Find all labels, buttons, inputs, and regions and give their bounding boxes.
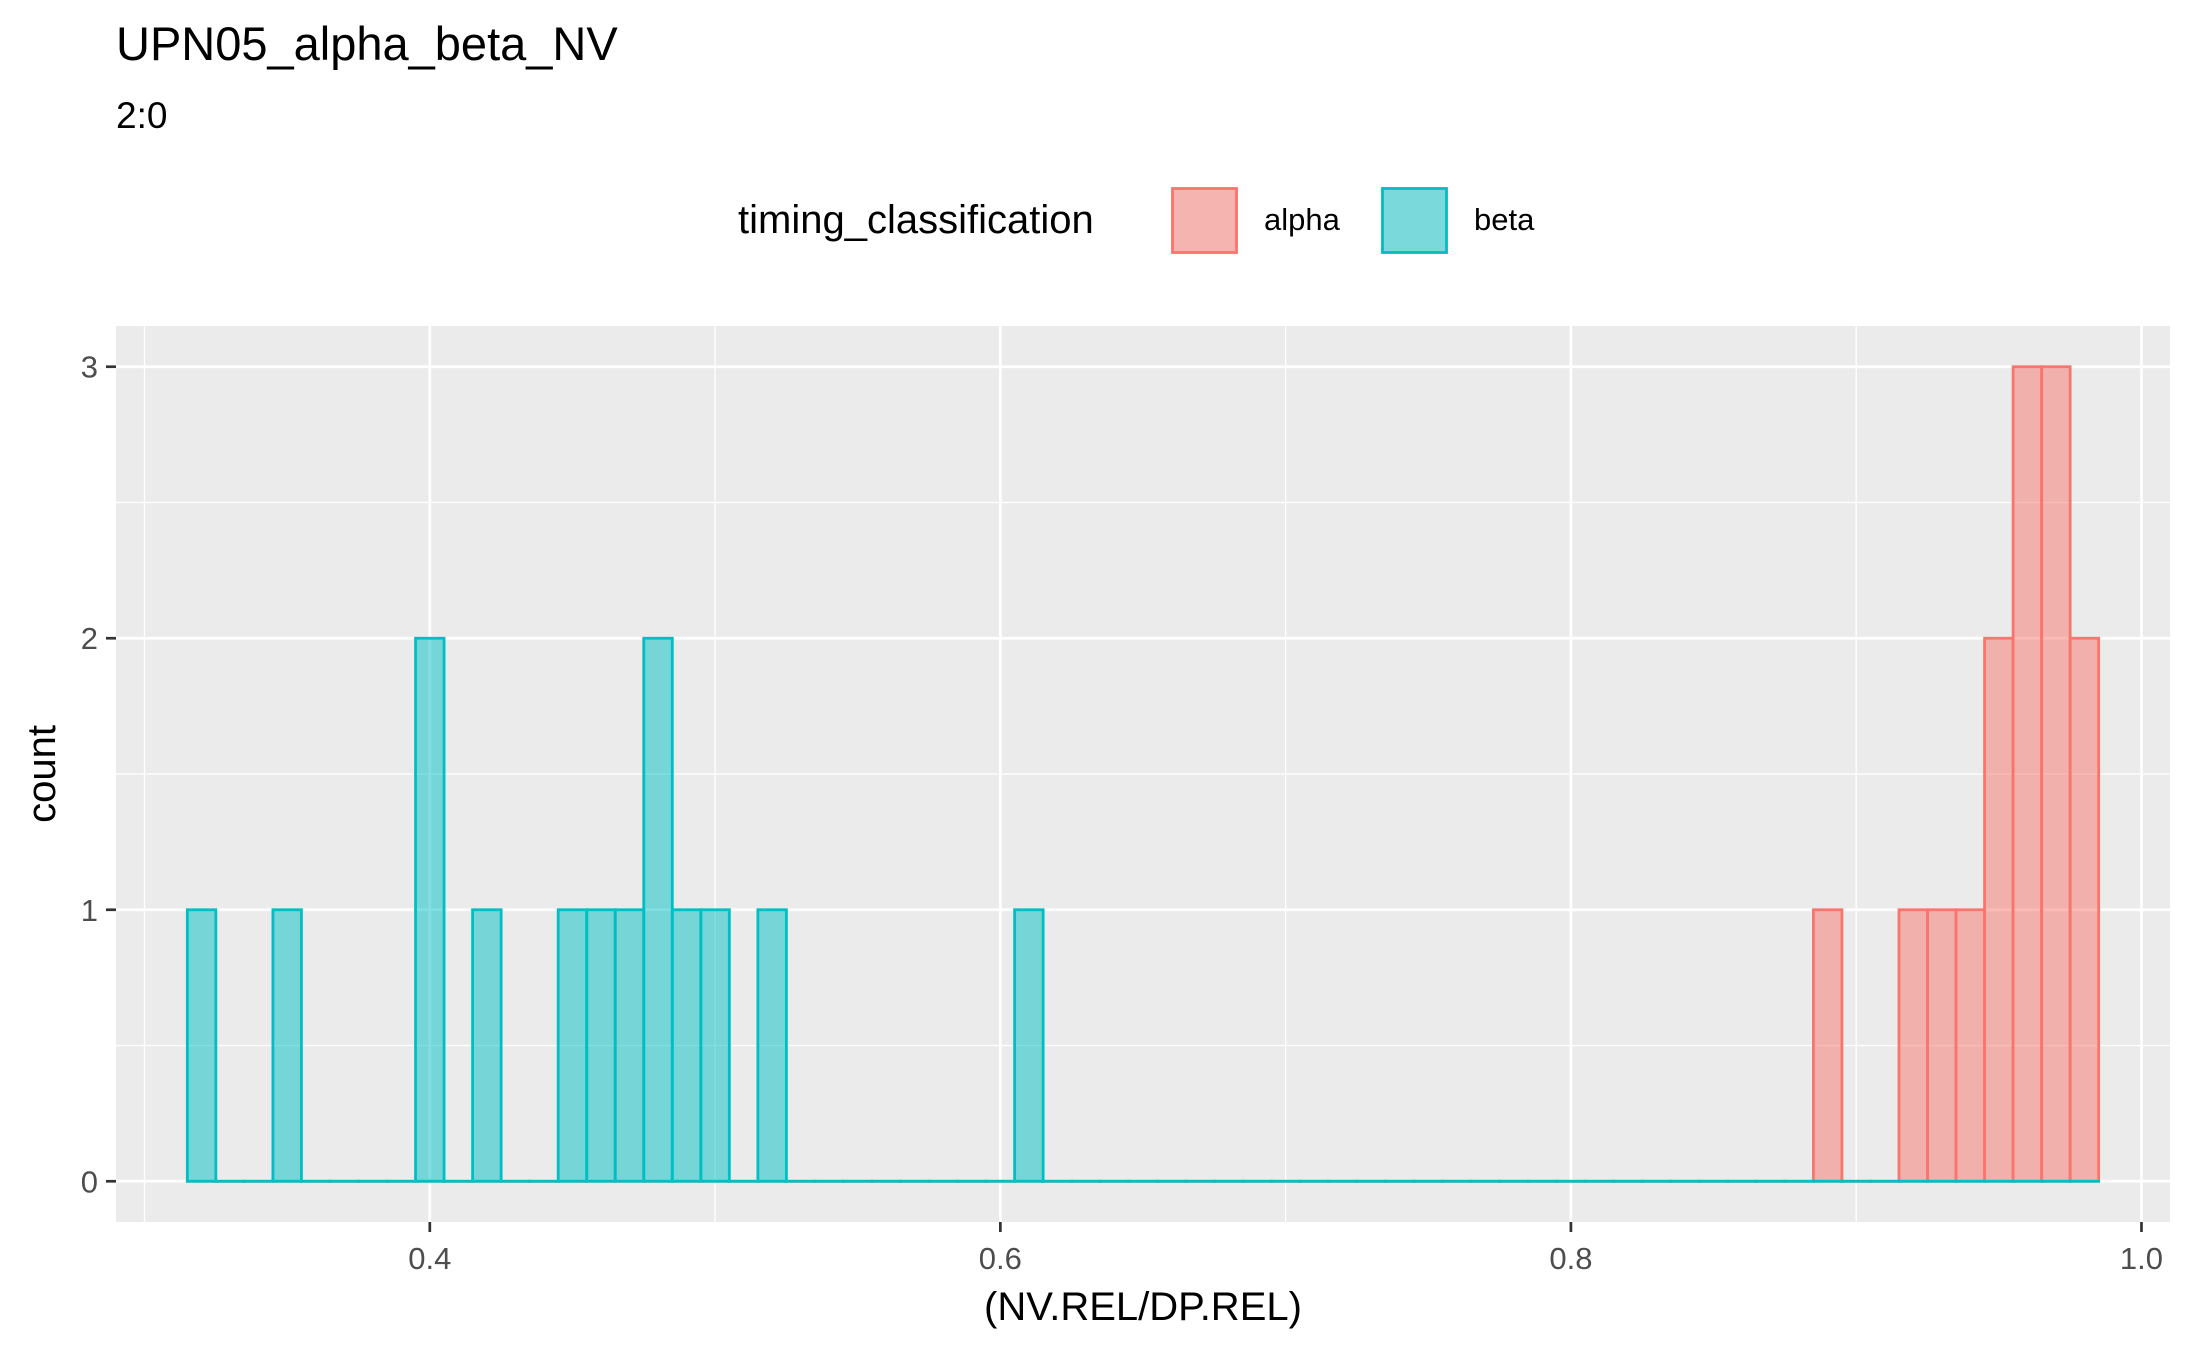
bar-alpha [1956,910,1985,1182]
bar-beta [558,910,587,1182]
legend-swatch [1383,189,1447,253]
legend-item-alpha: alpha [1171,187,1341,254]
bar-beta [473,910,502,1182]
y-tick-label: 2 [81,621,98,656]
x-tick-label: 0.8 [1549,1241,1592,1276]
legend-label: alpha [1264,202,1341,237]
x-tick-label: 0.6 [979,1241,1022,1276]
bar-alpha [2013,367,2042,1182]
x-axis-label: (NV.REL/DP.REL) [984,1285,1302,1329]
bar-beta [701,910,730,1182]
y-tick-label: 0 [81,1164,98,1199]
bar-alpha [2070,638,2099,1181]
bar-beta [416,638,445,1181]
legend-title: timing_classification [738,198,1094,242]
bar-alpha [1985,638,2014,1181]
bar-beta [758,910,787,1182]
bar-beta [1015,910,1044,1182]
y-axis-label: count [20,725,64,823]
bar-alpha [1899,910,1928,1182]
bar-beta [587,910,616,1182]
legend-swatch [1173,189,1237,253]
y-tick-label: 3 [81,350,98,385]
y-tick-label: 1 [81,893,98,928]
bar-beta [615,910,644,1182]
legend: timing_classification alpha beta [738,187,1535,254]
legend-keys: alpha beta [1171,187,1535,254]
bar-alpha [1928,910,1957,1182]
bar-alpha [2042,367,2071,1182]
bar-beta [273,910,302,1182]
chart-title: UPN05_alpha_beta_NV [116,17,618,70]
bar-alpha [1813,910,1842,1182]
bar-beta [672,910,701,1182]
x-tick-label: 0.4 [408,1241,451,1276]
legend-label: beta [1474,202,1535,237]
bar-beta [187,910,216,1182]
x-tick-label: 1.0 [2120,1241,2163,1276]
legend-item-beta: beta [1381,187,1535,254]
chart-subtitle: 2:0 [116,95,167,136]
bar-beta [644,638,673,1181]
